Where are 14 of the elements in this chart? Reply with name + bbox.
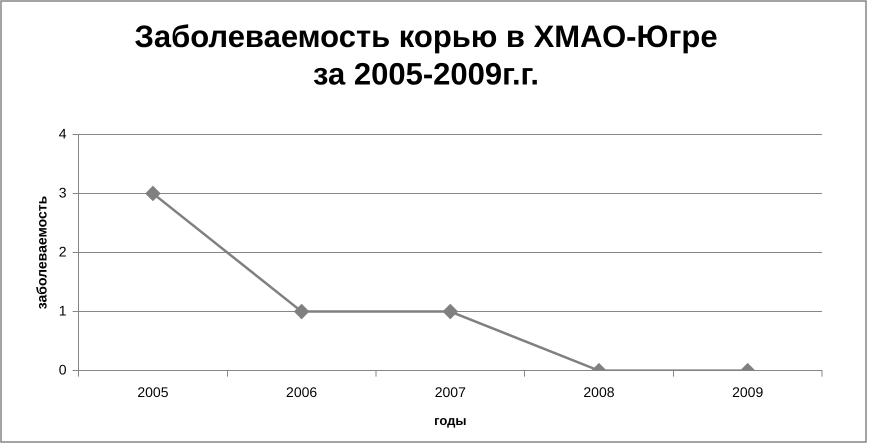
text: за 2005-2009г.г. <box>313 56 539 92</box>
x-tick-label: 2008 <box>583 384 615 400</box>
x-tick-label: 2006 <box>286 384 318 400</box>
y-tick-label: 3 <box>58 184 67 200</box>
y-tick-label: 2 <box>58 243 67 260</box>
x-axis-title: годы <box>434 412 466 428</box>
x-tick-label: 2005 <box>137 384 169 400</box>
y-tick-label: 4 <box>58 125 67 142</box>
y-tick-label: 1 <box>58 302 67 318</box>
text: Заболеваемость корью в ХМАО-Югре <box>134 19 718 54</box>
x-tick-label: 2007 <box>434 384 466 400</box>
x-tick-label: 2009 <box>732 384 764 400</box>
y-axis-title: заболеваемость <box>33 195 50 310</box>
y-tick-label: 0 <box>58 361 67 378</box>
